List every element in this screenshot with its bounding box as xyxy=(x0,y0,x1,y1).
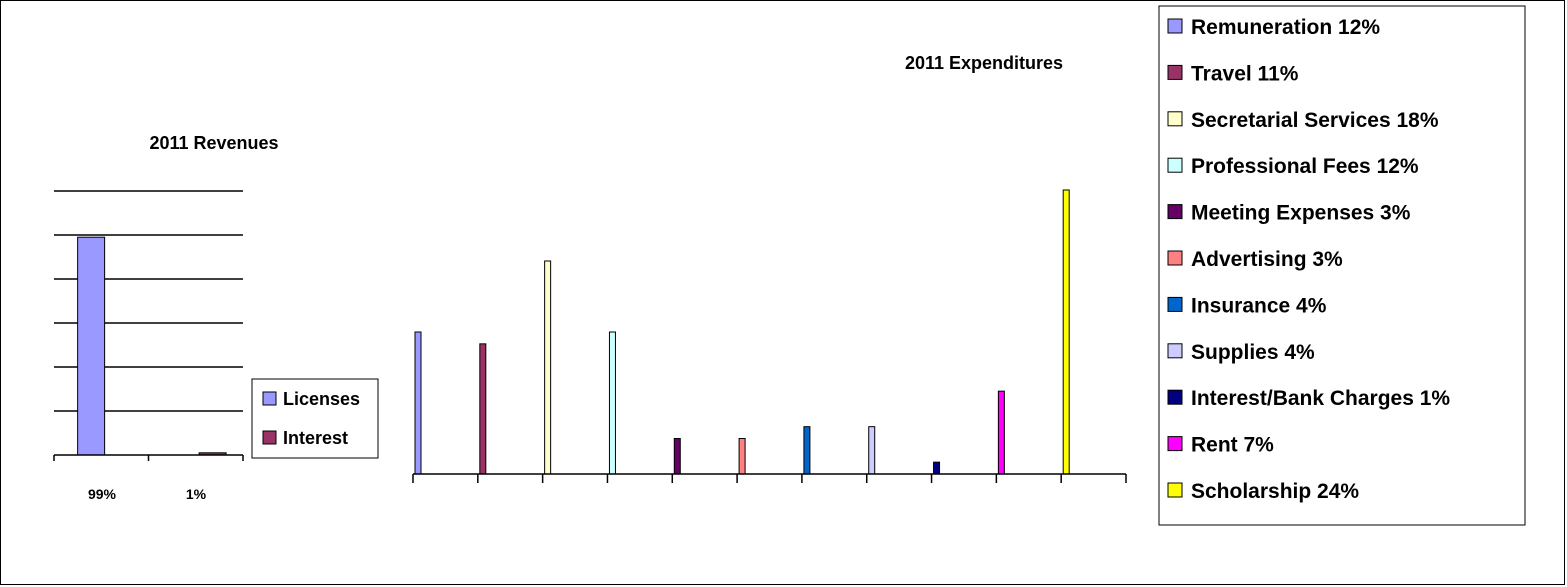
expenditures-bars xyxy=(414,189,1070,475)
legend-label: Supplies 4% xyxy=(1191,341,1315,364)
legend-swatch xyxy=(1167,111,1183,127)
revenues-x-axis xyxy=(53,454,244,461)
revenues-title: 2011 Revenues xyxy=(149,133,278,153)
expenditure-bar xyxy=(738,438,746,475)
legend-label: Rent 7% xyxy=(1191,434,1274,457)
expenditure-bar xyxy=(803,426,811,475)
legend-label-licenses: Licenses xyxy=(283,389,360,409)
legend-swatch xyxy=(1167,204,1183,220)
legend-swatch xyxy=(1167,436,1183,452)
expenditures-title: 2011 Expenditures xyxy=(905,53,1063,73)
legend-swatch-licenses xyxy=(262,391,277,406)
legend-label: Secretarial Services 18% xyxy=(1191,109,1439,132)
expenditure-bar xyxy=(544,260,552,475)
legend-swatch xyxy=(1167,296,1183,312)
legend-swatch xyxy=(1167,64,1183,80)
legend-label: Advertising 3% xyxy=(1191,248,1343,271)
legend-swatch xyxy=(1167,482,1183,498)
legend-swatch-interest xyxy=(262,430,277,445)
legend-label: Insurance 4% xyxy=(1191,294,1327,317)
legend-label: Meeting Expenses 3% xyxy=(1191,202,1411,225)
legend-swatch xyxy=(1167,18,1183,34)
legend-swatch xyxy=(1167,343,1183,359)
revenues-bars xyxy=(77,236,227,456)
legend-swatch xyxy=(1167,389,1183,405)
revenue-bar xyxy=(77,236,106,456)
expenditure-bar xyxy=(868,426,876,475)
revenues-tick-label: 99% xyxy=(88,486,117,502)
expenditure-bar xyxy=(1062,189,1070,475)
expenditure-bar xyxy=(608,331,616,475)
expenditures-x-axis xyxy=(412,473,1127,483)
expenditure-bar xyxy=(933,461,941,475)
legend-label: Professional Fees 12% xyxy=(1191,155,1419,178)
legend-label-interest: Interest xyxy=(283,428,348,448)
expenditure-bar xyxy=(673,438,681,475)
expenditures-legend-box xyxy=(1158,5,1526,526)
expenditure-bar xyxy=(479,343,487,475)
expenditures-legend: Remuneration 12% Travel 11% Secretarial Se… xyxy=(1167,16,1450,503)
legend-label: Remuneration 12% xyxy=(1191,16,1380,39)
legend-label: Interest/Bank Charges 1% xyxy=(1191,387,1450,410)
legend-swatch xyxy=(1167,157,1183,173)
revenues-tick-label: 1% xyxy=(186,486,207,502)
legend-swatch xyxy=(1167,250,1183,266)
legend-label: Travel 11% xyxy=(1191,62,1299,85)
expenditure-bar xyxy=(414,331,422,475)
legend-label: Scholarship 24% xyxy=(1191,480,1359,503)
expenditure-bar xyxy=(997,390,1005,475)
